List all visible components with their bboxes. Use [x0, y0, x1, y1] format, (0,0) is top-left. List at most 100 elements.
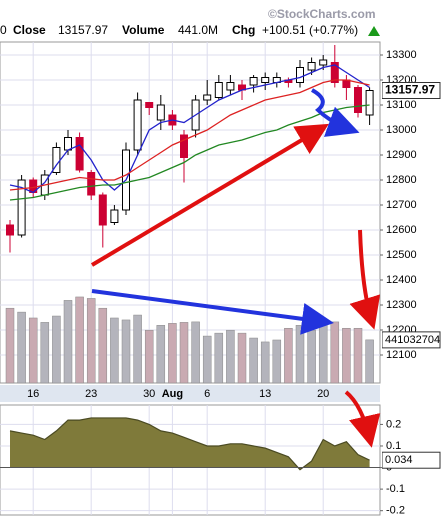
- volume-bar: [330, 321, 340, 384]
- header-prefix: 0: [0, 23, 7, 37]
- volume-bar: [121, 319, 131, 384]
- watermark: ©StockCharts.com: [268, 7, 376, 21]
- candle-body: [249, 77, 258, 86]
- volume-bar: [226, 329, 235, 384]
- y-tick-label: 13300: [386, 49, 417, 61]
- y-tick-label: 12800: [386, 174, 417, 186]
- x-tick-label: 30: [143, 388, 155, 400]
- candle-body: [319, 59, 328, 66]
- price-last-label-box: [382, 82, 441, 100]
- chg-label: Chg: [232, 23, 255, 37]
- volume-bar: [28, 317, 38, 384]
- blue-trend-arrow: [91, 289, 334, 335]
- volume-bar: [86, 298, 96, 384]
- volume-bar: [40, 322, 50, 384]
- candle-body: [203, 94, 212, 101]
- y-tick-label: 12900: [386, 149, 417, 161]
- annotations: [90, 88, 381, 448]
- x-tick-label: Aug: [162, 388, 183, 400]
- chg-value: +100.51 (+0.77%): [262, 23, 358, 37]
- volume-bar: [353, 327, 363, 384]
- volume-last-label: 441032704: [385, 334, 440, 346]
- price-last-label-group: 13157.97: [382, 82, 441, 100]
- x-tick-label: 6: [204, 388, 210, 400]
- candle-body: [133, 99, 142, 151]
- volume-bar: [156, 325, 166, 384]
- moving-average: [9, 104, 370, 201]
- blue-arrow: [310, 88, 360, 137]
- volume-bar: [52, 315, 61, 384]
- x-tick-label: 13: [259, 388, 271, 400]
- x-tick-label: 23: [85, 388, 97, 400]
- volume-bar: [249, 337, 258, 384]
- volume-bar: [284, 327, 293, 384]
- volume-bar: [133, 314, 142, 384]
- volume-last-label-group: 441032704: [382, 331, 441, 349]
- candle-body: [214, 82, 223, 98]
- volume-bar: [63, 300, 73, 384]
- y-tick-label: 12400: [386, 274, 417, 286]
- candle-body: [330, 62, 339, 83]
- volume-bar: [202, 335, 212, 384]
- indicator-area: [10, 417, 370, 470]
- header: 0 Close 13157.97 Volume 441.0M Chg +100.…: [0, 7, 380, 37]
- volume-bar: [144, 329, 154, 384]
- y-tick-label: 0.2: [386, 418, 401, 430]
- plot: 16 23 30 Aug 6 13 2012100122001230012400125001…: [0, 42, 441, 517]
- volume-bar: [110, 317, 119, 384]
- candle-body: [98, 194, 107, 226]
- candle-body: [307, 62, 316, 71]
- indicator-last-label: 0.034: [385, 454, 413, 466]
- indicator-line: [9, 417, 370, 471]
- x-tick-label: 20: [317, 388, 329, 400]
- volume-bar: [98, 307, 108, 384]
- volume-bar: [318, 322, 328, 384]
- candle-body: [156, 104, 165, 121]
- up-arrow: [368, 26, 380, 36]
- candle-body: [365, 90, 374, 116]
- volume-bar: [237, 332, 247, 384]
- volume-bar: [342, 327, 351, 384]
- close-value: 13157.97: [58, 23, 108, 37]
- y-tick-label: 12600: [386, 224, 417, 236]
- candle-body: [17, 179, 26, 236]
- volume-bar: [75, 296, 84, 384]
- y-tick-label: 0.1: [386, 440, 401, 452]
- volume-bar: [168, 323, 177, 384]
- candle-body: [110, 209, 119, 223]
- volume-bar: [307, 329, 316, 384]
- red-trend-arrow: [90, 123, 329, 267]
- y-tick-label: 12100: [386, 349, 417, 361]
- volume-bar: [272, 339, 282, 384]
- volume-bar: [191, 321, 200, 384]
- candle-body: [64, 137, 72, 151]
- red-arrow-volume: [349, 229, 381, 330]
- candle-body: [180, 134, 188, 158]
- volume-bar: [17, 311, 26, 384]
- candle-body: [261, 77, 270, 83]
- y-tick-label: 13000: [386, 124, 417, 136]
- y-tick-label: -0.2: [386, 505, 405, 517]
- candle-body: [87, 172, 96, 196]
- volume-bar: [214, 332, 224, 384]
- moving-average: [9, 79, 370, 191]
- candle-body: [75, 137, 84, 171]
- candle-body: [296, 67, 304, 83]
- volume-value: 441.0M: [178, 23, 218, 37]
- indicator-last-label-box: [382, 451, 441, 469]
- close-label: Close: [13, 23, 46, 37]
- candle-body: [354, 87, 362, 113]
- x-tick-label: 16: [27, 388, 39, 400]
- volume-bar: [179, 322, 189, 384]
- y-tick-label: 12700: [386, 199, 417, 211]
- y-tick-label: 12300: [386, 299, 417, 311]
- candle-body: [226, 82, 235, 91]
- price-last-label: 13157.97: [385, 83, 435, 97]
- volume-bar: [295, 325, 305, 384]
- volume-bar: [5, 307, 15, 384]
- date-strip: [0, 385, 380, 402]
- y-tick-label: 12500: [386, 249, 417, 261]
- candle-body: [145, 102, 154, 108]
- volume-bar: [365, 339, 374, 384]
